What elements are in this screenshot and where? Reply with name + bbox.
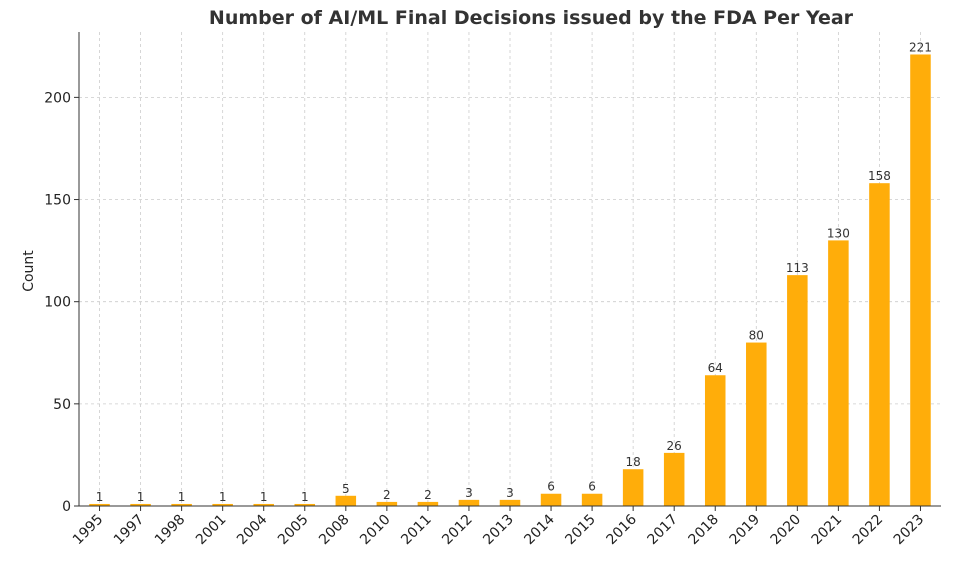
x-tick-label-2014: 2014 [521, 511, 558, 548]
data-label-2016: 18 [626, 455, 641, 469]
data-label-2020: 113 [786, 261, 809, 275]
bar-1997 [130, 503, 151, 506]
y-axis-label: Count [21, 250, 37, 292]
x-tick-label-2021: 2021 [809, 512, 846, 549]
data-label-2017: 26 [667, 439, 682, 453]
x-tick-label-1997: 1997 [111, 512, 148, 549]
bar-2016 [622, 469, 644, 506]
bar-2020 [787, 275, 808, 506]
bar-2013 [499, 499, 521, 506]
x-tick-label-2019: 2019 [727, 512, 764, 549]
x-tick-label-1995: 1995 [70, 512, 107, 549]
bar-2015 [581, 493, 603, 506]
data-label-2023: 221 [909, 40, 932, 54]
x-tick-label-2016: 2016 [603, 511, 640, 548]
bar-2012 [458, 499, 480, 506]
bar-layer [89, 54, 931, 507]
bar-2001 [212, 503, 233, 506]
data-label-layer: 1 1 1 1 1 1 5 2 2 3 3 6 6 18 26 64 80 113 130 158 221 [96, 40, 932, 503]
data-label-2014: 6 [547, 480, 555, 494]
bar-2021 [828, 240, 849, 506]
y-tick-label: 50 [53, 397, 71, 413]
bar-1998 [171, 503, 192, 506]
data-label-2010: 2 [383, 488, 391, 502]
bar-2014 [540, 493, 562, 506]
data-label-2018: 64 [708, 361, 723, 375]
y-tick-label: 150 [44, 193, 71, 209]
x-tick-label-2018: 2018 [686, 512, 723, 549]
grid-layer [79, 32, 941, 507]
bar-2019 [746, 342, 767, 506]
data-label-2013: 3 [506, 486, 514, 500]
data-label-2011: 2 [424, 488, 432, 502]
x-tick-label-2017: 2017 [645, 512, 682, 549]
data-label-2008: 5 [342, 482, 350, 496]
bar-2010 [376, 501, 398, 506]
data-label-2021: 130 [827, 226, 850, 240]
chart-title: Number of AI/ML Final Decisions issued b… [209, 7, 854, 29]
bar-2008 [335, 495, 357, 506]
bar-2004 [253, 503, 274, 506]
y-tick-label: 200 [44, 90, 71, 106]
x-tick-label-2022: 2022 [850, 512, 887, 549]
data-label-2004: 1 [260, 490, 268, 504]
data-label-2015: 6 [588, 480, 596, 494]
data-label-1998: 1 [178, 490, 186, 504]
data-label-2005: 1 [301, 490, 309, 504]
x-tick-label-2013: 2013 [480, 512, 517, 549]
data-label-1995: 1 [96, 490, 104, 504]
data-label-2019: 80 [749, 329, 764, 343]
x-tick-label-2005: 2005 [275, 512, 312, 549]
data-label-2012: 3 [465, 486, 473, 500]
x-tick-label-2008: 2008 [316, 512, 353, 549]
bar-2011 [417, 501, 439, 506]
x-tick-label-2015: 2015 [562, 512, 599, 549]
bar-1995 [89, 503, 110, 506]
x-tick-label-1998: 1998 [152, 512, 189, 549]
x-tick-label-2004: 2004 [234, 511, 271, 548]
x-tick-label-2011: 2011 [398, 512, 435, 549]
bar-2023 [910, 54, 931, 507]
bar-2005 [294, 503, 316, 506]
y-tick-label: 100 [44, 295, 71, 311]
bar-2017 [663, 452, 685, 506]
x-tick-label-2012: 2012 [439, 512, 476, 549]
data-label-1997: 1 [137, 490, 145, 504]
y-tick-label: 0 [62, 499, 71, 515]
x-tick-label-2023: 2023 [891, 512, 928, 549]
data-label-2022: 158 [868, 169, 891, 183]
x-tick-label-2010: 2010 [357, 512, 394, 549]
x-tick-label-2001: 2001 [193, 512, 230, 549]
bar-2022 [869, 183, 890, 507]
data-label-2001: 1 [219, 490, 227, 504]
x-tick-label-2020: 2020 [768, 512, 805, 549]
bar-2018 [704, 375, 726, 506]
